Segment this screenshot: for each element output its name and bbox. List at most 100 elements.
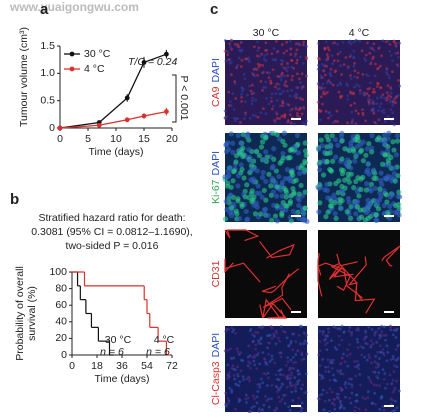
cell xyxy=(342,330,346,334)
cell xyxy=(385,148,391,154)
cell xyxy=(318,57,322,61)
cell xyxy=(316,397,320,401)
cell xyxy=(264,361,268,365)
panel-label: b xyxy=(10,191,19,208)
cell xyxy=(257,342,261,345)
cell xyxy=(291,332,295,336)
cell xyxy=(324,343,327,347)
cell xyxy=(299,342,302,346)
cell xyxy=(264,80,268,84)
cell xyxy=(262,86,265,89)
cell xyxy=(236,117,239,121)
cell xyxy=(251,340,255,343)
cell xyxy=(237,48,241,52)
cell xyxy=(376,376,380,380)
cell xyxy=(230,326,234,330)
cell xyxy=(353,365,357,369)
cell xyxy=(247,158,253,164)
cell xyxy=(378,105,382,109)
cell xyxy=(350,333,353,337)
cell xyxy=(226,363,230,367)
cell xyxy=(316,82,320,86)
cell xyxy=(362,338,366,341)
cell xyxy=(281,71,284,75)
cell xyxy=(361,346,365,350)
cell xyxy=(230,149,236,156)
cell xyxy=(271,156,277,162)
cell xyxy=(233,153,240,159)
cell xyxy=(288,113,292,116)
cell xyxy=(388,42,392,46)
cell xyxy=(328,73,332,76)
cell xyxy=(249,366,253,370)
cell xyxy=(256,73,259,77)
cell xyxy=(381,210,387,217)
cell xyxy=(339,130,345,137)
cell xyxy=(244,397,248,401)
vessel xyxy=(317,253,323,297)
cell xyxy=(287,405,291,409)
cell xyxy=(358,39,362,43)
cell xyxy=(364,146,370,152)
cell xyxy=(279,324,283,328)
cell xyxy=(290,390,294,394)
cell xyxy=(230,390,234,394)
cell xyxy=(396,344,400,348)
cell xyxy=(292,122,296,126)
cell xyxy=(365,73,368,76)
cell xyxy=(391,378,395,382)
cell xyxy=(321,388,325,392)
cell xyxy=(346,179,352,185)
cell xyxy=(264,48,267,52)
micrograph-texture xyxy=(223,38,309,126)
cell xyxy=(338,205,344,211)
cell xyxy=(353,69,357,73)
cell xyxy=(261,156,267,163)
cell xyxy=(279,78,283,82)
cell xyxy=(352,64,356,68)
cell xyxy=(264,85,268,89)
cell xyxy=(354,109,358,113)
cell xyxy=(349,77,353,81)
cell xyxy=(320,62,324,66)
cell xyxy=(353,409,357,413)
cell xyxy=(279,373,282,376)
cell xyxy=(346,148,352,154)
cell xyxy=(362,91,365,95)
cell xyxy=(332,358,336,362)
cell xyxy=(379,350,383,354)
cell xyxy=(247,375,250,379)
cell xyxy=(294,383,297,387)
n-label: n = 6 xyxy=(146,346,170,358)
cell xyxy=(226,53,230,57)
cell xyxy=(328,111,331,114)
cell xyxy=(353,62,357,65)
stain-label: CD31 xyxy=(210,260,222,287)
cell xyxy=(360,158,366,164)
cell xyxy=(371,107,375,111)
data-point xyxy=(124,117,130,123)
cell xyxy=(358,372,362,376)
cell xyxy=(373,360,377,364)
cell xyxy=(229,104,233,108)
cell xyxy=(352,49,356,53)
cell xyxy=(323,214,329,220)
cell xyxy=(357,407,361,411)
cell xyxy=(244,182,250,188)
cell xyxy=(252,359,256,363)
cell xyxy=(228,386,232,390)
cell xyxy=(346,199,352,205)
cell xyxy=(254,347,258,351)
cell xyxy=(371,401,374,405)
y-tick-label: 40 xyxy=(55,316,67,328)
cell xyxy=(281,373,285,377)
cell xyxy=(290,88,293,92)
cell xyxy=(294,132,301,138)
cell xyxy=(317,353,321,357)
cell xyxy=(267,397,271,401)
cell xyxy=(367,99,371,103)
cell xyxy=(243,77,247,81)
cell xyxy=(281,104,285,107)
cell xyxy=(305,44,308,48)
cell xyxy=(389,91,393,95)
